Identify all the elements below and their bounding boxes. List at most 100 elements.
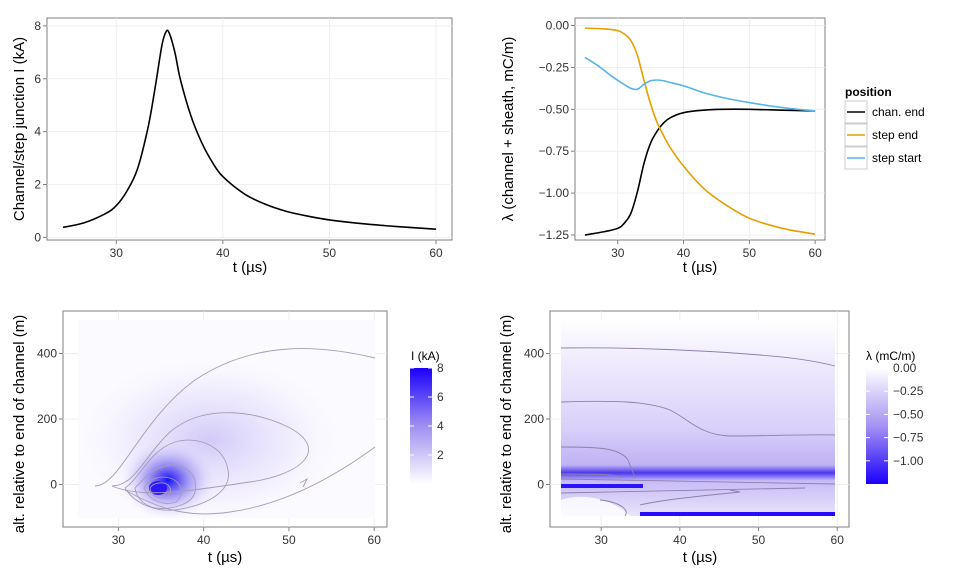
colorbar-label: 2 — [437, 448, 444, 462]
x-axis-title: t (µs) — [683, 259, 717, 276]
y-axis-title: Channel/step junction I (kA) — [11, 37, 28, 221]
heatmap-raster — [75, 320, 376, 525]
contour-line — [560, 473, 623, 479]
contour-line — [94, 348, 376, 487]
colorbar-label: 8 — [437, 361, 444, 375]
y-tick-label: −0.50 — [539, 102, 570, 116]
x-axis: 30 40 50 60 — [110, 240, 443, 260]
x-tick-label: 50 — [282, 533, 296, 547]
legend-title: position — [845, 85, 892, 99]
y-tick-label: 6 — [34, 72, 41, 86]
grid — [575, 18, 825, 240]
colorbar-label: −0.50 — [893, 407, 924, 421]
y-axis-title: alt. relative to end of channel (m) — [498, 315, 515, 533]
legend-label: step start — [872, 151, 922, 165]
lambda-heatmap: 30 40 50 60 0 200 400 t (µs) alt. relative to… — [498, 310, 924, 566]
contour-line — [134, 464, 197, 509]
x-tick-label: 40 — [216, 246, 230, 260]
x-tick-label: 60 — [831, 533, 845, 547]
contour-line — [124, 439, 229, 511]
contour-line — [560, 446, 637, 479]
x-axis: 30 40 50 60 — [611, 240, 822, 260]
lambda-chart: 30 40 50 60 0.00 −0.25 −0.50 −0.75 −1.00 −1.25 t… — [500, 17, 925, 276]
y-axis-title: alt. relative to end of channel (m) — [11, 315, 28, 533]
contour-line — [124, 446, 376, 515]
y-tick-label: −1.00 — [539, 186, 570, 200]
y-tick-label: 400 — [37, 347, 57, 361]
colorbar-gradient — [866, 368, 888, 484]
y-axis: 0 200 400 — [37, 347, 63, 491]
contour-line — [111, 412, 309, 494]
colorbar-title: λ (mC/m) — [866, 349, 915, 363]
heatmap-gap — [561, 496, 630, 516]
series-layer — [584, 27, 816, 236]
x-tick-label: 50 — [323, 246, 337, 260]
current-heatmap: 30 40 50 60 0 200 400 t (µs) alt. relative to… — [11, 310, 444, 566]
grid — [47, 18, 452, 240]
y-tick-label: 0 — [34, 230, 41, 244]
y-tick-label: 8 — [34, 19, 41, 33]
contour-line — [639, 489, 741, 506]
y-tick-label: 0 — [50, 477, 57, 491]
y-axis: 0 2 4 6 8 — [34, 19, 47, 244]
colorbar-gradient — [410, 368, 432, 484]
x-tick-label: 60 — [808, 246, 822, 260]
y-axis: 0.00 −0.25 −0.50 −0.75 −1.00 −1.25 — [539, 19, 575, 242]
colorbar-label: −0.25 — [893, 384, 924, 398]
contour-line — [560, 347, 836, 367]
colorbar: λ (mC/m) 0.00 −0.25 −0.50 −0.75 −1.00 — [866, 349, 924, 484]
x-axis: 30 40 50 60 — [112, 527, 381, 547]
heatmap-band — [561, 484, 643, 488]
contour-line — [149, 482, 171, 499]
colorbar-label: 6 — [437, 390, 444, 404]
contour-line — [560, 487, 806, 494]
colorbar-label: 0.00 — [893, 361, 917, 375]
x-tick-label: 30 — [110, 246, 124, 260]
y-axis-title: λ (channel + sheath, mC/m) — [500, 37, 517, 222]
contour-line — [560, 478, 836, 485]
x-tick-label: 40 — [677, 246, 691, 260]
series-layer — [62, 29, 437, 230]
x-tick-label: 60 — [368, 533, 382, 547]
contour-line — [143, 476, 182, 504]
y-tick-label: −0.25 — [539, 60, 570, 74]
series-line-step-start — [584, 56, 816, 112]
series-line-chan-end — [584, 108, 816, 236]
plot-panel — [574, 17, 826, 241]
legend: position chan. end step end step start — [844, 85, 925, 170]
heatmap-band — [640, 512, 835, 516]
contour-line — [560, 400, 836, 437]
y-tick-label: 400 — [524, 347, 544, 361]
y-tick-label: 0.00 — [546, 19, 570, 33]
colorbar-label: 4 — [437, 419, 444, 433]
x-tick-label: 60 — [429, 246, 443, 260]
legend-label: step end — [872, 128, 918, 142]
y-tick-label: 200 — [37, 412, 57, 426]
colorbar-label: −0.75 — [893, 431, 924, 445]
contour-lines — [94, 348, 376, 515]
y-tick-label: 2 — [34, 178, 41, 192]
current-chart: 30 40 50 60 0 2 4 6 8 t (µs) Channel/step junct… — [11, 17, 453, 276]
x-tick-label: 30 — [611, 246, 625, 260]
x-tick-label: 30 — [112, 533, 126, 547]
contour-lines — [560, 347, 836, 517]
colorbar-label: −1.00 — [893, 454, 924, 468]
x-axis-title: t (µs) — [683, 549, 717, 566]
heatmap-raster — [560, 320, 836, 517]
y-tick-label: 4 — [34, 125, 41, 139]
contour-line — [299, 477, 309, 488]
x-axis: 30 40 50 60 — [594, 527, 844, 547]
plot-panel — [46, 17, 453, 241]
x-tick-label: 40 — [197, 533, 211, 547]
series-line-step-end — [584, 27, 816, 235]
x-tick-label: 50 — [743, 246, 757, 260]
series-line-i — [62, 29, 437, 230]
y-tick-label: −0.75 — [539, 144, 570, 158]
y-tick-label: −1.25 — [539, 228, 570, 242]
y-axis: 0 200 400 — [524, 347, 550, 491]
x-tick-label: 40 — [673, 533, 687, 547]
legend-label: chan. end — [872, 105, 925, 119]
y-tick-label: 200 — [524, 412, 544, 426]
x-tick-label: 30 — [594, 533, 608, 547]
